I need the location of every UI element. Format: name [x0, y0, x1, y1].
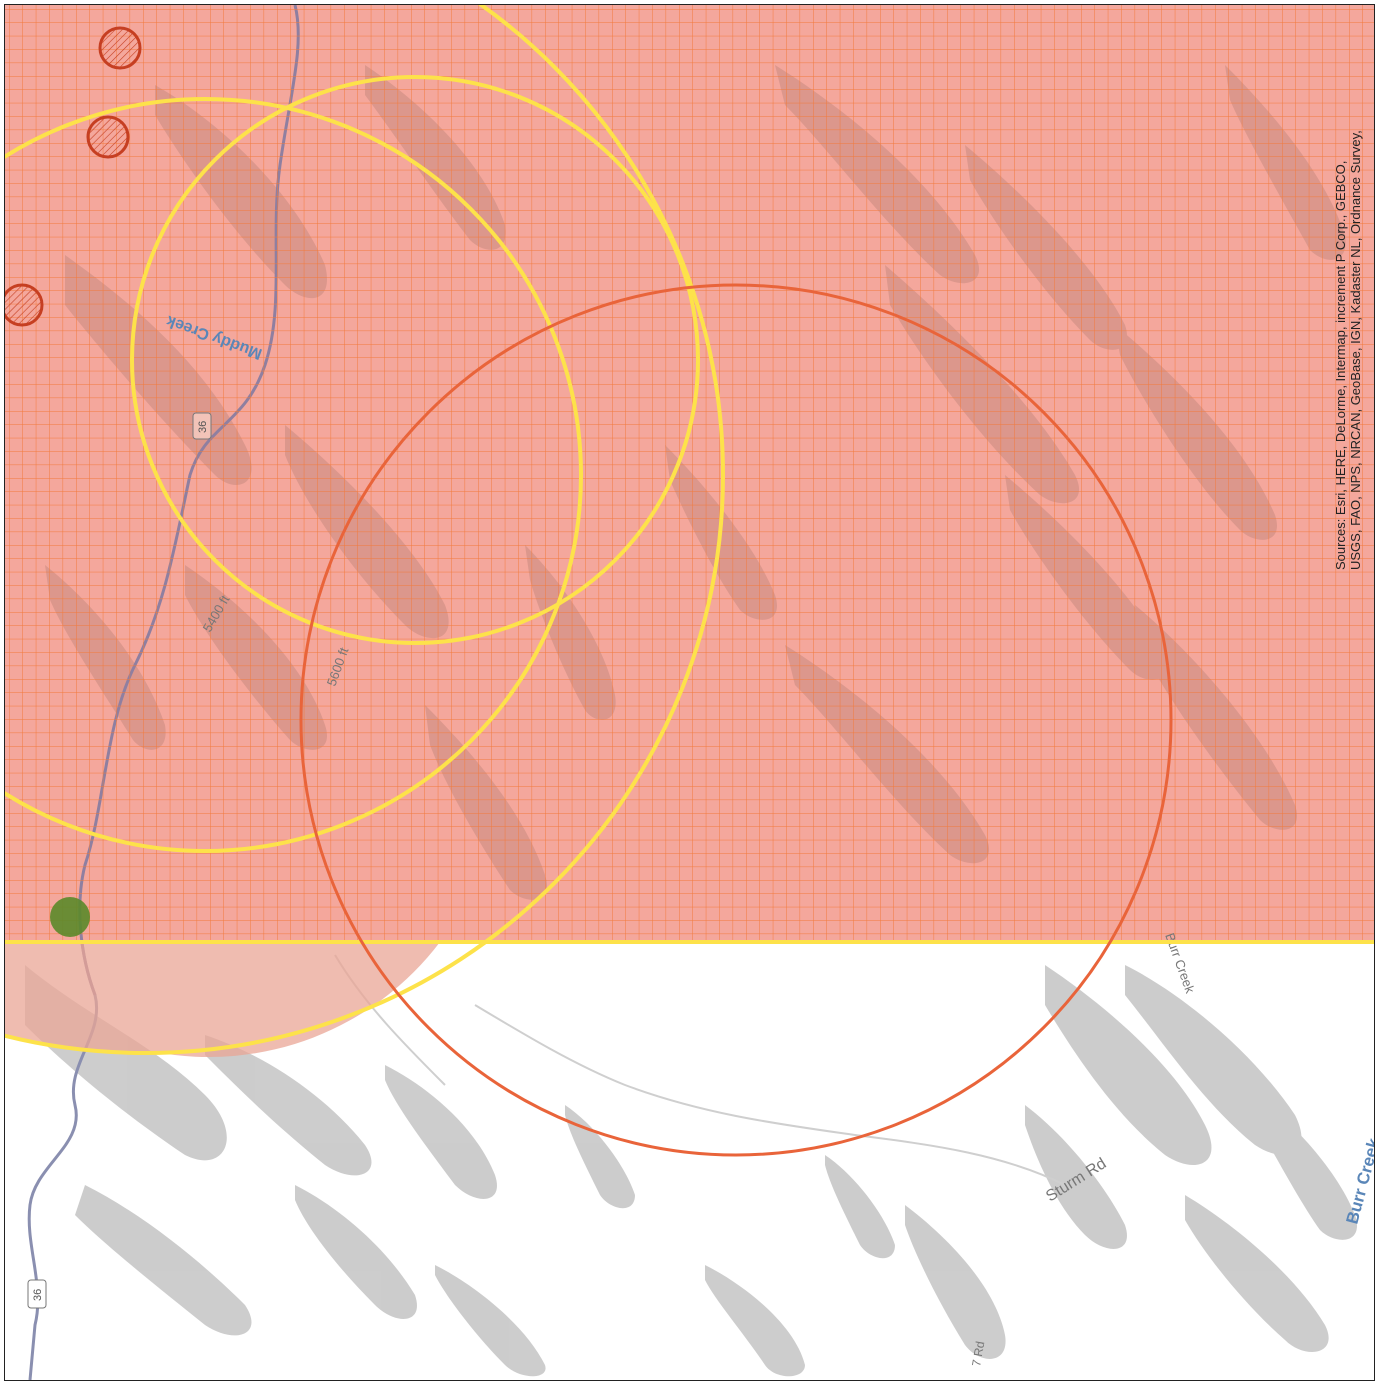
well-marker-2[interactable] — [86, 115, 130, 159]
attribution: Sources: Esri, HERE, DeLorme, Intermap, … — [1333, 130, 1363, 570]
buffer-ring-north[interactable] — [130, 75, 700, 645]
green-point-icon — [50, 897, 90, 937]
well-marker-3[interactable] — [5, 283, 44, 327]
radius-ring-center[interactable] — [299, 283, 1173, 1157]
buffer-ring-west[interactable] — [5, 97, 583, 853]
well-marker-1[interactable] — [98, 26, 142, 70]
buffer-ring-south[interactable] — [5, 5, 725, 1055]
burr-creek-label: Burr Creek — [1343, 1136, 1374, 1226]
highway-shield-south-label: 36 — [32, 1289, 44, 1301]
attribution-line2: USGS, FAO, NPS, NRCAN, GeoBase, IGN, Kad… — [1348, 130, 1363, 570]
crosshatched-circle-icon — [5, 283, 44, 327]
buffer-fill-southwest — [5, 942, 440, 1058]
sturm-road — [474, 1004, 1066, 1186]
site-marker[interactable] — [50, 897, 90, 937]
terrain-hillshade — [25, 965, 1357, 1377]
crosshatched-circle-icon — [98, 26, 142, 70]
highway-shield-north-label: 36 — [197, 421, 209, 433]
crosshatched-circle-icon — [86, 115, 130, 159]
road-south-label: 7 Rd — [969, 1340, 987, 1367]
attribution-line1: Sources: Esri, HERE, DeLorme, Intermap, … — [1333, 161, 1348, 570]
map-canvas[interactable]: Sturm Rd Burr Creek 7 Rd 36 — [5, 5, 1374, 1380]
hazard-grid-area[interactable] — [5, 5, 1374, 996]
highway-shield-north: 36 — [192, 412, 212, 440]
highway-shield-south: 36 — [27, 1279, 47, 1309]
map-frame[interactable]: Sturm Rd Burr Creek 7 Rd 36 — [4, 4, 1375, 1381]
